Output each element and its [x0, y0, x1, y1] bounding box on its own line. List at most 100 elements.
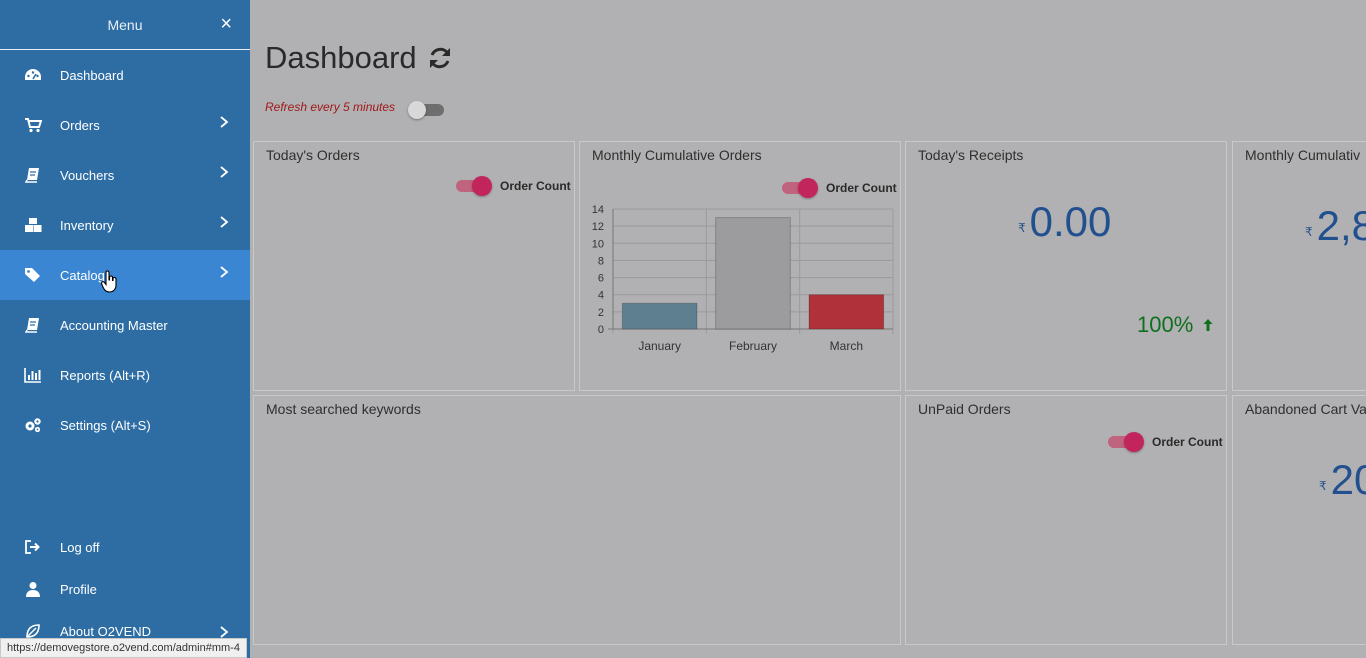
- card-title: UnPaid Orders: [918, 401, 1011, 417]
- amount-value: 20: [1330, 456, 1366, 503]
- sidebar-item-reports[interactable]: Reports (Alt+R): [0, 350, 250, 400]
- card-monthly-cumulative-receipts: Monthly Cumulativ ₹2,8: [1232, 141, 1366, 391]
- sidebar-item-label: Settings (Alt+S): [60, 417, 151, 433]
- sidebar-item-label: Catalog: [60, 267, 105, 283]
- y-tick-label: 10: [592, 238, 604, 250]
- legend-toggle[interactable]: [782, 178, 818, 198]
- card-most-searched-keywords: Most searched keywords: [253, 395, 901, 645]
- sidebar-item-label: Log off: [60, 539, 100, 555]
- sidebar-item-label: Vouchers: [60, 167, 115, 183]
- sidebar: Menu × Dashboard Orders Vouchers Invento…: [0, 0, 250, 658]
- leaf-icon: [24, 622, 42, 640]
- monthly-receipts-amount: ₹2,8: [1305, 202, 1366, 250]
- bar-chart-icon: [24, 366, 42, 384]
- chart-legend[interactable]: Order Count: [1108, 432, 1223, 452]
- card-monthly-cumulative-orders: Monthly Cumulative Orders Order Count 0 2…: [579, 141, 901, 391]
- bar: [715, 217, 791, 330]
- card-title: Today's Receipts: [918, 147, 1024, 163]
- receipts-change: 100%: [1137, 312, 1213, 338]
- chevron-right-icon: [220, 626, 229, 638]
- card-todays-receipts: Today's Receipts ₹0.00 100%: [905, 141, 1227, 391]
- book-icon: [24, 316, 42, 334]
- chart-legend[interactable]: Order Count: [456, 176, 571, 196]
- main-content: Dashboard Refresh every 5 minutes Today'…: [250, 0, 1366, 658]
- close-icon[interactable]: ×: [220, 13, 232, 35]
- chevron-right-icon: [220, 266, 229, 278]
- sidebar-item-label: Dashboard: [60, 67, 124, 83]
- chevron-right-icon: [220, 166, 229, 178]
- sidebar-item-label: Reports (Alt+R): [60, 367, 150, 383]
- abandoned-cart-amount: ₹20: [1319, 456, 1366, 504]
- card-abandoned-cart: Abandoned Cart Va ₹20: [1232, 395, 1366, 645]
- chart-legend[interactable]: Order Count: [782, 178, 897, 198]
- hand-cursor-icon: [101, 270, 117, 293]
- bar: [808, 294, 885, 330]
- y-tick-label: 2: [598, 307, 604, 319]
- rupee-symbol: ₹: [1305, 225, 1313, 239]
- chevron-right-icon: [220, 216, 229, 228]
- toggle-knob: [408, 101, 426, 119]
- y-tick-label: 8: [598, 255, 604, 267]
- sidebar-item-inventory[interactable]: Inventory: [0, 200, 250, 250]
- percent-value: 100%: [1137, 312, 1194, 337]
- chevron-right-icon: [220, 116, 229, 128]
- gears-icon: [24, 416, 42, 434]
- y-tick-label: 6: [598, 273, 604, 285]
- card-title: Most searched keywords: [266, 401, 421, 417]
- x-tick-label: January: [638, 339, 681, 353]
- cubes-icon: [24, 216, 42, 234]
- sidebar-item-label: Profile: [60, 581, 97, 597]
- legend-label: Order Count: [500, 179, 571, 193]
- card-todays-orders: Today's Orders Order Count: [253, 141, 575, 391]
- amount-value: 2,8: [1316, 202, 1366, 249]
- legend-toggle[interactable]: [1108, 432, 1144, 452]
- amount-value: 0.00: [1029, 198, 1112, 245]
- sidebar-item-label: Orders: [60, 117, 100, 133]
- tags-icon: [24, 266, 42, 284]
- browser-status-bar: https://demovegstore.o2vend.com/admin#mm…: [0, 638, 247, 658]
- sidebar-item-vouchers[interactable]: Vouchers: [0, 150, 250, 200]
- book-icon: [24, 166, 42, 184]
- legend-toggle[interactable]: [456, 176, 492, 196]
- card-title: Today's Orders: [266, 147, 360, 163]
- refresh-interval-label: Refresh every 5 minutes: [265, 100, 396, 114]
- y-tick-label: 0: [598, 324, 604, 336]
- y-tick-label: 12: [592, 221, 604, 233]
- sidebar-item-accounting-master[interactable]: Accounting Master: [0, 300, 250, 350]
- card-title: Abandoned Cart Va: [1245, 401, 1366, 417]
- y-tick-label: 4: [598, 290, 604, 302]
- monthly-orders-bar-chart: 0 2 4 6 8 10 12 14 January February March: [592, 204, 894, 353]
- card-title: Monthly Cumulative Orders: [592, 147, 762, 163]
- sidebar-bottom: Log off Profile About O2VEND: [0, 526, 250, 652]
- page-title: Dashboard: [265, 40, 453, 76]
- refresh-icon[interactable]: [427, 45, 453, 71]
- sidebar-header: Menu ×: [0, 0, 250, 50]
- sidebar-item-dashboard[interactable]: Dashboard: [0, 50, 250, 100]
- rupee-symbol: ₹: [1319, 479, 1327, 493]
- cart-icon: [24, 116, 42, 134]
- x-tick-label: February: [729, 339, 777, 353]
- sidebar-item-profile[interactable]: Profile: [0, 568, 250, 610]
- auto-refresh-toggle[interactable]: [408, 101, 446, 119]
- dashboard-icon: [24, 66, 42, 84]
- card-title: Monthly Cumulativ: [1245, 147, 1361, 163]
- sidebar-item-settings[interactable]: Settings (Alt+S): [0, 400, 250, 450]
- x-tick-label: March: [830, 339, 863, 353]
- bar: [621, 302, 698, 330]
- sidebar-item-orders[interactable]: Orders: [0, 100, 250, 150]
- sign-out-icon: [24, 538, 42, 556]
- receipts-amount: ₹0.00: [1018, 198, 1111, 246]
- user-icon: [24, 580, 42, 598]
- legend-label: Order Count: [826, 181, 897, 195]
- sidebar-item-label: Accounting Master: [60, 317, 168, 333]
- sidebar-title: Menu: [107, 16, 143, 33]
- sidebar-item-catalog[interactable]: Catalog: [0, 250, 250, 300]
- page-title-text: Dashboard: [265, 40, 417, 75]
- rupee-symbol: ₹: [1018, 221, 1026, 235]
- sidebar-item-logoff[interactable]: Log off: [0, 526, 250, 568]
- y-tick-label: 14: [592, 204, 604, 216]
- card-unpaid-orders: UnPaid Orders Order Count: [905, 395, 1227, 645]
- sidebar-item-about[interactable]: About O2VEND: [0, 610, 250, 652]
- sidebar-item-label: Inventory: [60, 217, 114, 233]
- legend-label: Order Count: [1152, 435, 1223, 449]
